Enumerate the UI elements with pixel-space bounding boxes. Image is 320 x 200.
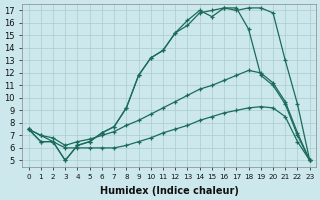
X-axis label: Humidex (Indice chaleur): Humidex (Indice chaleur) xyxy=(100,186,239,196)
